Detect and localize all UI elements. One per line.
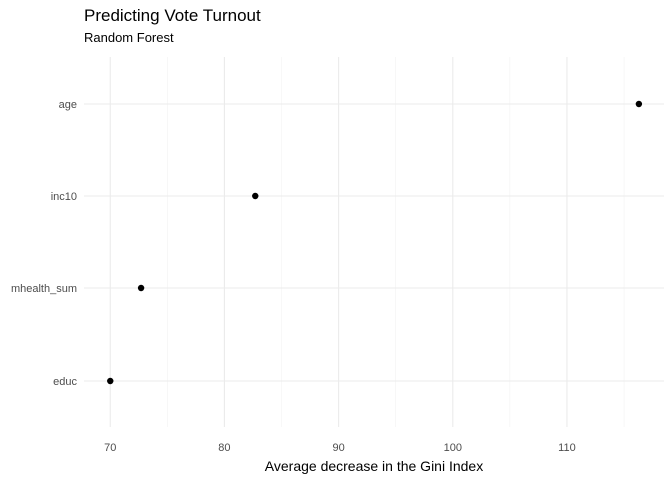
x-tick-label: 100: [444, 442, 462, 454]
data-point: [252, 192, 259, 200]
chart-title: Predicting Vote Turnout: [84, 6, 261, 25]
major-gridlines: [84, 57, 664, 427]
data-point: [107, 377, 114, 385]
x-tick-labels: 70 80 90 100 110: [104, 442, 576, 454]
x-tick-label: 90: [332, 442, 344, 454]
y-tick-label: age: [59, 99, 77, 111]
x-axis-title: Average decrease in the Gini Index: [265, 458, 483, 474]
x-tick-label: 80: [218, 442, 230, 454]
x-tick-label: 110: [558, 442, 576, 454]
y-tick-label: inc10: [51, 191, 77, 203]
data-points: [107, 100, 643, 385]
data-point: [137, 284, 145, 292]
minor-gridlines: [167, 57, 625, 427]
chart-subtitle: Random Forest: [84, 30, 174, 45]
x-tick-label: 70: [104, 442, 116, 454]
y-tick-label: educ: [53, 376, 77, 388]
data-point: [635, 100, 643, 108]
y-tick-label: mhealth_sum: [11, 283, 77, 295]
